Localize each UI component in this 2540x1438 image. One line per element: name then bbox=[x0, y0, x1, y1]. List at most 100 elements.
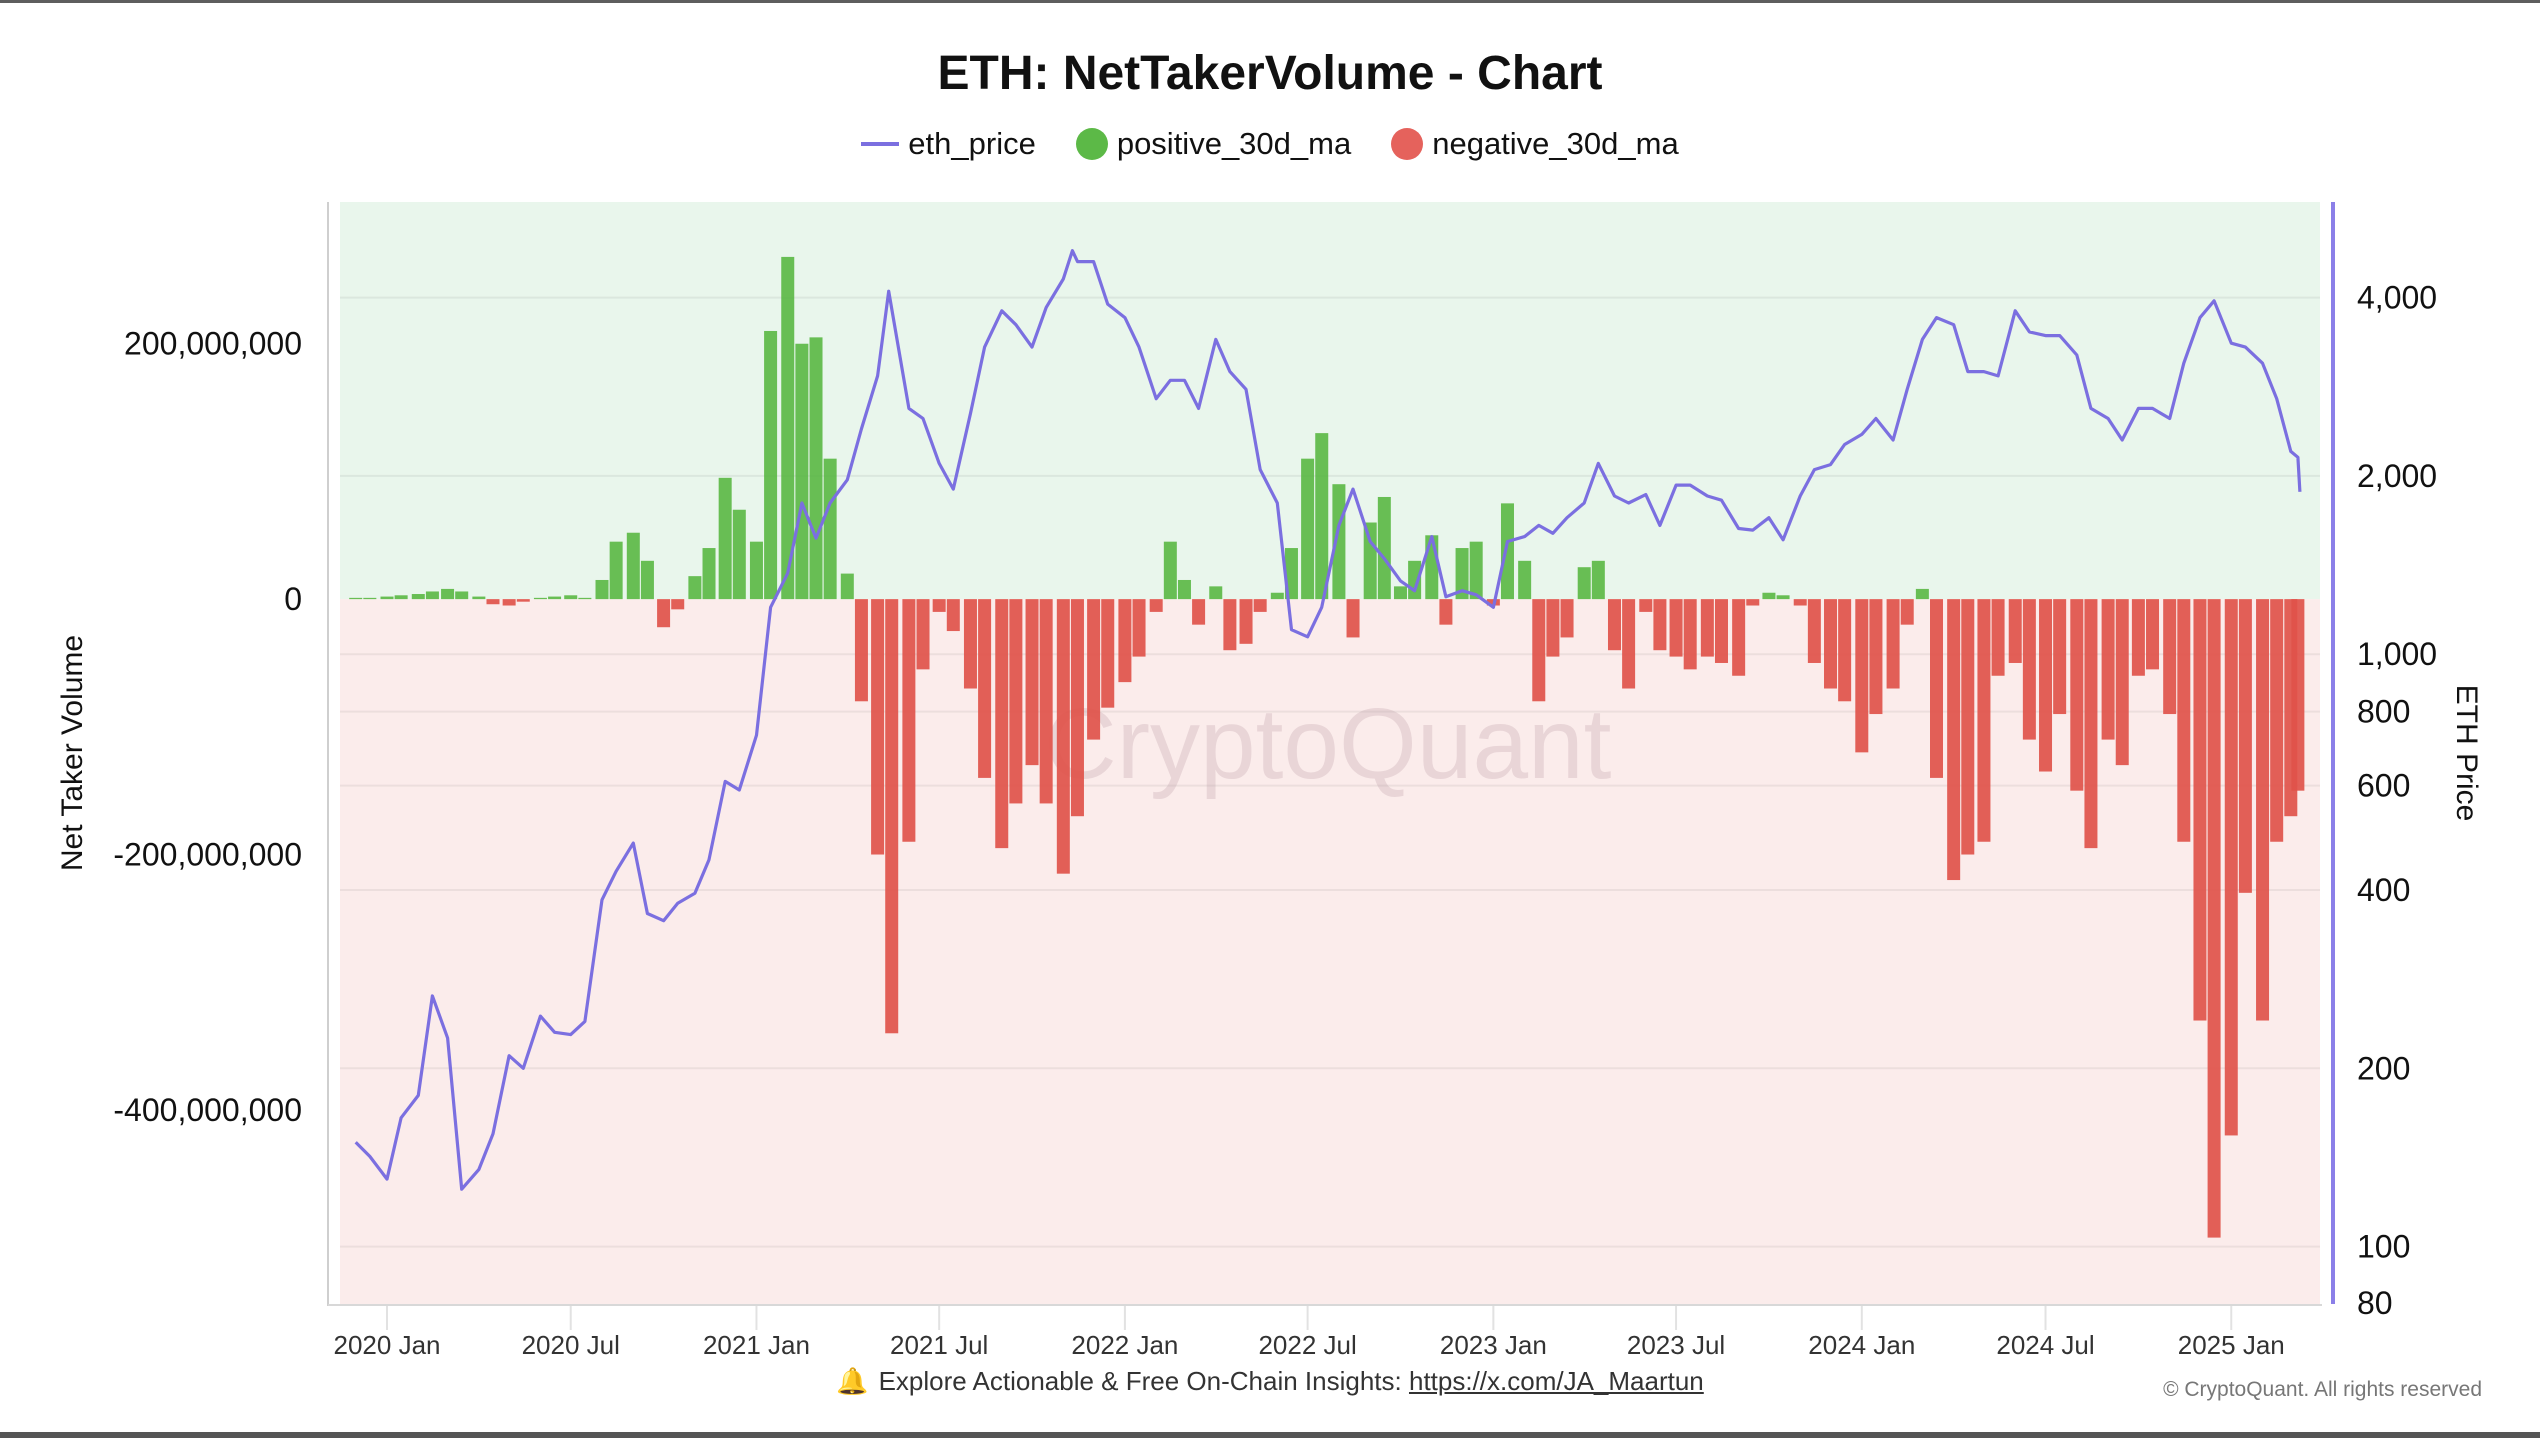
positive_30d_ma-bar bbox=[732, 509, 746, 600]
negative_30d_ma-bar bbox=[1869, 599, 1883, 715]
negative_30d_ma-bar bbox=[2224, 599, 2238, 1136]
positive_30d_ma-bar bbox=[688, 576, 702, 600]
x-tick-label: 2025 Jan bbox=[2178, 1330, 2285, 1360]
positive_30d_ma-bar bbox=[809, 337, 823, 600]
positive_30d_ma-bar bbox=[564, 595, 578, 600]
negative_30d_ma-bar bbox=[2070, 599, 2084, 791]
legend-item-eth-price[interactable]: eth_price bbox=[861, 126, 1036, 162]
y-right-tick-label: 600 bbox=[2357, 768, 2410, 804]
y-axis-right: 4,000 2,000 1,000 800 600 400 200 100 80 bbox=[2357, 280, 2437, 1321]
line-marker-icon bbox=[861, 142, 900, 146]
negative_30d_ma-bar bbox=[1977, 599, 1991, 842]
negative_30d_ma-bar bbox=[916, 599, 930, 670]
x-tick-label: 2024 Jul bbox=[1996, 1330, 2094, 1360]
footer: 🔔 Explore Actionable & Free On-Chain Insi… bbox=[0, 1366, 2540, 1397]
positive_30d_ma-bar bbox=[1500, 503, 1514, 600]
negative_30d_ma-bar bbox=[1039, 599, 1053, 804]
negative_30d_ma-bar bbox=[1009, 599, 1023, 804]
copyright: © CryptoQuant. All rights reserved bbox=[2163, 1378, 2482, 1401]
positive_30d_ma-bar bbox=[441, 588, 455, 600]
positive_30d_ma-bar bbox=[1163, 541, 1177, 600]
negative_30d_ma-bar bbox=[1622, 599, 1636, 689]
negative_30d_ma-bar bbox=[1192, 599, 1206, 625]
positive_30d_ma-bar bbox=[394, 595, 408, 600]
negative_30d_ma-bar bbox=[502, 599, 516, 606]
positive_30d_ma-bar bbox=[1270, 592, 1284, 600]
negative_30d_ma-bar bbox=[1746, 599, 1760, 606]
positive_30d_ma-bar bbox=[1762, 592, 1776, 600]
negative_30d_ma-bar bbox=[978, 599, 992, 778]
negative_30d_ma-bar bbox=[1807, 599, 1821, 663]
negative_30d_ma-bar bbox=[902, 599, 916, 842]
negative_30d_ma-bar bbox=[2084, 599, 2098, 849]
y-right-tick-label: 80 bbox=[2357, 1285, 2393, 1321]
legend-item-positive[interactable]: positive_30d_ma bbox=[1075, 126, 1351, 162]
negative_30d_ma-bar bbox=[1223, 599, 1237, 651]
negative_30d_ma-bar bbox=[1346, 599, 1360, 638]
x-tick-label: 2021 Jul bbox=[890, 1330, 988, 1360]
positive_30d_ma-bar bbox=[795, 343, 809, 600]
y-axis-left-title: Net Taker Volume bbox=[56, 635, 89, 871]
positive_30d_ma-bar bbox=[1469, 541, 1483, 600]
positive_30d_ma-bar bbox=[1363, 522, 1377, 600]
positive_30d_ma-bar bbox=[1425, 535, 1439, 600]
y-left-tick-label: 0 bbox=[284, 581, 302, 617]
negative_30d_ma-bar bbox=[2270, 599, 2284, 842]
positive_30d_ma-bar bbox=[548, 596, 562, 600]
x-tick-label: 2021 Jan bbox=[703, 1330, 810, 1360]
negative_30d_ma-bar bbox=[995, 599, 1009, 849]
top-border bbox=[0, 0, 2540, 3]
legend-item-negative[interactable]: negative_30d_ma bbox=[1391, 126, 1679, 162]
negative_30d_ma-bar bbox=[1700, 599, 1714, 657]
negative_30d_ma-bar bbox=[2163, 599, 2177, 715]
negative_30d_ma-bar bbox=[2146, 599, 2160, 670]
legend-label: negative_30d_ma bbox=[1432, 126, 1679, 161]
positive_30d_ma-bar bbox=[578, 597, 592, 600]
y-left-tick-label: 200,000,000 bbox=[124, 326, 302, 362]
negative_30d_ma-bar bbox=[1793, 599, 1807, 606]
positive_30d_ma-bar bbox=[1377, 496, 1391, 600]
y-right-tick-label: 100 bbox=[2357, 1229, 2410, 1265]
positive_30d_ma-bar bbox=[1915, 588, 1929, 600]
positive_30d_ma-bar bbox=[595, 579, 609, 600]
negative_30d_ma-bar bbox=[2039, 599, 2053, 772]
footer-link[interactable]: https://x.com/JA_Maartun bbox=[1408, 1366, 1704, 1396]
y-axis-left: 200,000,000 0 -200,000,000 -400,000,000 bbox=[113, 326, 302, 1128]
volume-bars bbox=[349, 256, 2305, 1238]
negative_30d_ma-bar bbox=[2053, 599, 2067, 715]
negative_30d_ma-bar bbox=[2101, 599, 2115, 740]
negative_30d_ma-bar bbox=[1886, 599, 1900, 689]
negative_30d_ma-bar bbox=[1087, 599, 1101, 740]
negative_30d_ma-bar bbox=[1639, 599, 1653, 612]
positive-zone-background bbox=[340, 202, 2320, 600]
positive_30d_ma-bar bbox=[1301, 458, 1315, 600]
positive_30d_ma-bar bbox=[609, 541, 623, 600]
x-tick-label: 2022 Jul bbox=[1258, 1330, 1356, 1360]
positive_30d_ma-bar bbox=[411, 594, 425, 600]
negative_30d_ma-bar bbox=[1732, 599, 1746, 676]
negative_30d_ma-bar bbox=[2008, 599, 2022, 663]
negative_30d_ma-bar bbox=[1132, 599, 1146, 657]
y-right-tick-label: 400 bbox=[2357, 872, 2410, 908]
negative_30d_ma-bar bbox=[1546, 599, 1560, 657]
negative_30d_ma-bar bbox=[2291, 599, 2305, 791]
negative_30d_ma-bar bbox=[1607, 599, 1621, 651]
negative_30d_ma-bar bbox=[1149, 599, 1163, 612]
negative_30d_ma-bar bbox=[1118, 599, 1132, 683]
negative_30d_ma-bar bbox=[1929, 599, 1943, 778]
negative_30d_ma-bar bbox=[1532, 599, 1546, 702]
negative_30d_ma-bar bbox=[1253, 599, 1267, 612]
positive_30d_ma-bar bbox=[764, 330, 778, 600]
bottom-border bbox=[0, 1432, 2540, 1438]
x-tick-label: 2020 Jul bbox=[522, 1330, 620, 1360]
red-dot-icon bbox=[1391, 128, 1424, 160]
y-right-tick-label: 2,000 bbox=[2357, 458, 2437, 494]
negative_30d_ma-bar bbox=[2115, 599, 2129, 766]
positive_30d_ma-bar bbox=[472, 596, 486, 600]
y-right-tick-label: 800 bbox=[2357, 694, 2410, 730]
eth-price-line bbox=[354, 249, 2302, 1191]
positive_30d_ma-bar bbox=[1518, 560, 1532, 600]
negative_30d_ma-bar bbox=[657, 599, 671, 628]
negative_30d_ma-bar bbox=[671, 599, 685, 610]
